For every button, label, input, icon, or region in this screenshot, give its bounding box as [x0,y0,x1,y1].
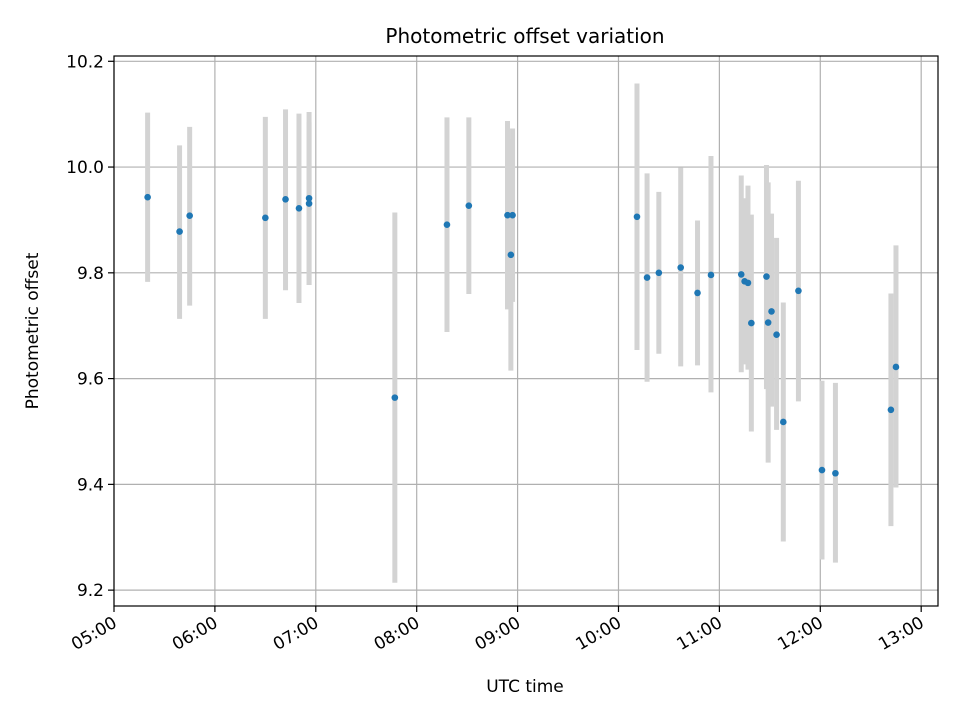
data-point [282,196,289,203]
data-point [507,251,515,259]
data-point [633,213,641,221]
data-point [655,269,663,277]
plot-frame [113,55,939,607]
y-axis-title: Photometric offset [23,252,43,409]
data-point [677,264,685,271]
data-points [144,193,900,477]
y-tick-label: 10.2 [66,52,104,72]
data-point [744,279,752,287]
data-point [694,289,701,297]
data-point [795,287,802,295]
data-point [832,469,839,477]
data-point [262,214,269,222]
data-point [764,319,772,326]
data-point [887,406,895,414]
data-point [295,205,303,212]
data-point [186,212,193,220]
data-point [768,308,775,315]
data-point [737,271,745,278]
data-point [305,200,313,207]
data-point [763,273,770,280]
data-point [748,319,755,327]
y-tick-label: 9.6 [77,370,104,390]
data-point [509,211,516,219]
data-point [144,193,151,201]
data-point [443,221,451,229]
data-point [176,228,183,235]
chart-title: Photometric offset variation [385,24,664,48]
data-point [465,202,473,209]
data-point [773,331,780,339]
y-tick-label: 9.4 [77,475,104,495]
y-tick-label: 10.0 [66,158,104,178]
y-tick-label: 9.8 [77,264,104,284]
data-point [892,363,900,371]
data-point [504,211,511,219]
data-point [643,274,651,281]
x-axis-title: UTC time [486,677,564,697]
data-point [391,394,399,401]
y-tick-label: 9.2 [77,581,104,601]
data-point [707,271,715,279]
data-point [779,418,787,426]
data-point [305,194,313,202]
data-point [818,466,826,474]
